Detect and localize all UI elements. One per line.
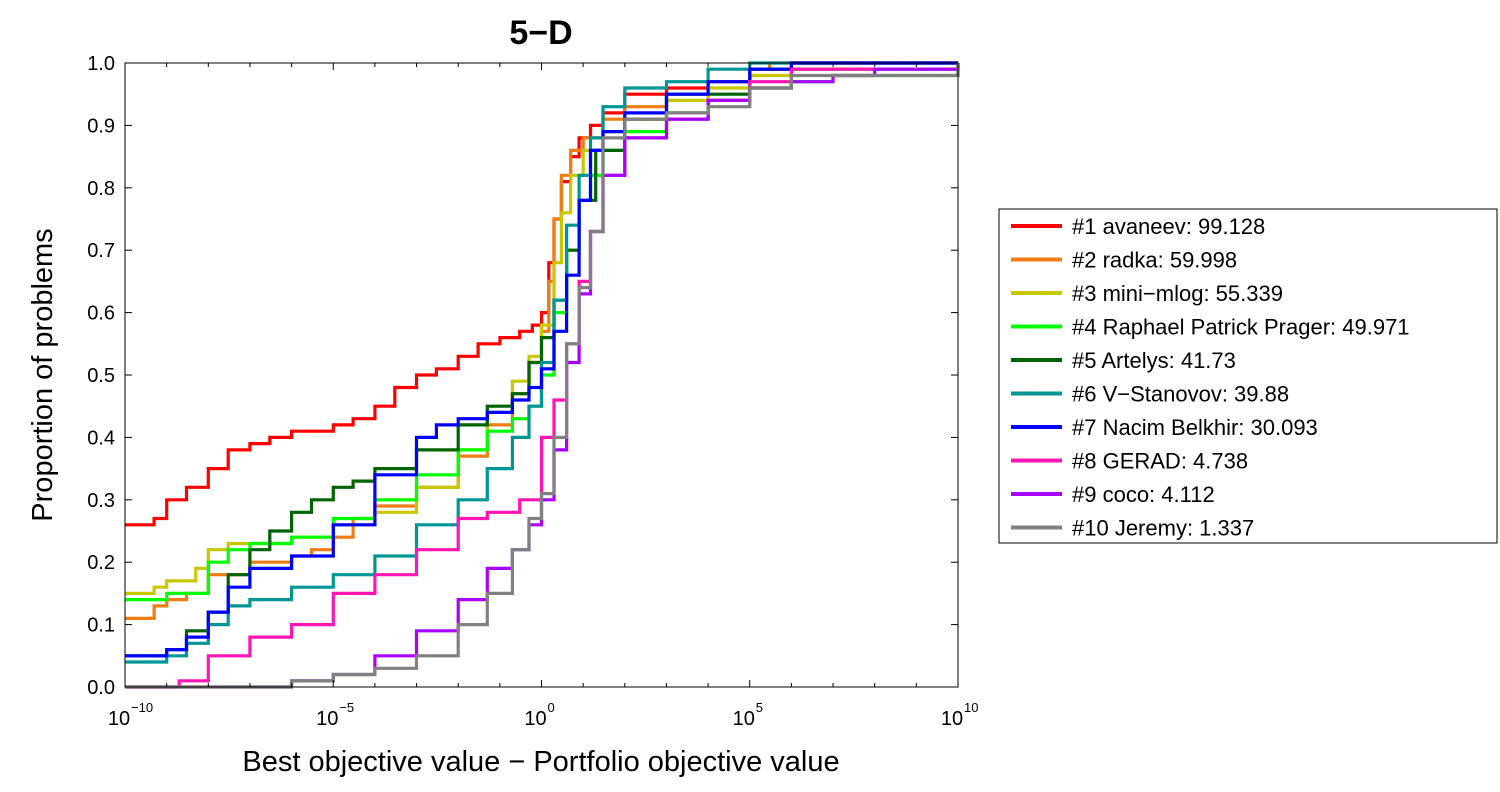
y-tick-label: 0.2 <box>87 552 115 574</box>
y-tick-label: 0.6 <box>87 303 115 325</box>
y-tick-label: 0.7 <box>87 240 115 262</box>
x-tick-label-exponent: 10 <box>964 700 978 715</box>
y-tick-label: 0.0 <box>87 677 115 699</box>
legend-label: #10 Jeremy: 1.337 <box>1072 516 1254 541</box>
x-tick-label-base: 10 <box>316 708 338 730</box>
x-axis-title: Best objective value − Portfolio objecti… <box>242 746 839 778</box>
x-tick-label-base: 10 <box>941 708 963 730</box>
series-line-10 <box>125 63 960 689</box>
legend-label: #4 Raphael Patrick Prager: 49.971 <box>1072 315 1410 340</box>
legend-label: #1 avaneev: 99.128 <box>1072 214 1265 239</box>
series-line-1 <box>125 61 958 527</box>
x-tick-label-base: 10 <box>524 708 546 730</box>
series-line-5 <box>125 63 960 658</box>
x-tick-label-exponent: −5 <box>339 700 354 715</box>
legend-box <box>998 208 1498 544</box>
legend-label: #7 Nacim Belkhir: 30.093 <box>1072 415 1318 440</box>
y-axis-title: Proportion of problems <box>27 228 59 521</box>
legend: #1 avaneev: 99.128 #2 radka: 59.998 #3 min… <box>998 208 1498 544</box>
legend-label: #8 GERAD: 4.738 <box>1072 449 1248 474</box>
y-tick-label: 0.9 <box>87 115 115 137</box>
plot-area <box>125 61 960 689</box>
legend-label: #9 coco: 4.112 <box>1072 482 1215 507</box>
legend-label: #6 V−Stanovov: 39.88 <box>1072 382 1289 407</box>
y-tick-label: 0.1 <box>87 615 115 637</box>
y-tick-label: 0.3 <box>87 490 115 512</box>
series-line-7 <box>125 61 958 658</box>
y-axis: 0.0 0.1 0.2 0.3 0.4 0.5 0.6 0.7 0.8 0.9 1.0 <box>87 53 958 699</box>
x-tick-label-base: 10 <box>733 708 755 730</box>
x-tick-label-exponent: 5 <box>756 700 763 715</box>
legend-label: #3 mini−mlog: 55.339 <box>1072 281 1283 306</box>
y-tick-label: 1.0 <box>87 53 115 75</box>
y-tick-label: 0.5 <box>87 365 115 387</box>
x-tick-label-base: 10 <box>108 708 130 730</box>
y-tick-label: 0.8 <box>87 178 115 200</box>
x-tick-label-exponent: 0 <box>548 700 555 715</box>
legend-label: #5 Artelys: 41.73 <box>1072 348 1236 373</box>
legend-label: #2 radka: 59.998 <box>1072 248 1237 273</box>
y-tick-label: 0.4 <box>87 427 115 449</box>
x-tick-label-exponent: −10 <box>131 700 153 715</box>
chart-title: 5−D <box>509 14 572 52</box>
